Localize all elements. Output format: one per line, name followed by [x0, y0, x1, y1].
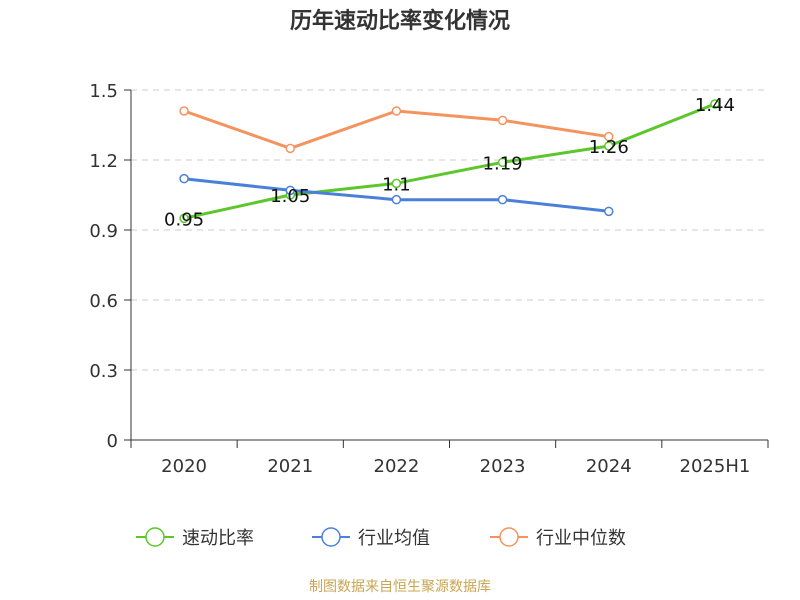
x-tick-label: 2020	[161, 456, 207, 477]
legend-item-0[interactable]: 速动比率	[136, 527, 254, 549]
axes: 0 0.3 0.6 0.9 1.2 1.5 2020 2021 2022 2023 2024 2025…	[89, 81, 769, 477]
y-tick-label: 1.2	[89, 151, 118, 172]
data-point	[391, 194, 402, 205]
legend-item-2[interactable]: 行业中位数	[490, 527, 626, 549]
grid-lines	[131, 89, 768, 371]
y-tick-label: 0	[107, 431, 118, 452]
y-tick-label: 0.9	[89, 221, 118, 242]
legend-label: 行业中位数	[536, 528, 626, 549]
series-line-2	[182, 109, 611, 150]
data-label: 1.19	[483, 153, 523, 174]
legend-marker	[145, 527, 165, 547]
data-label: 0.95	[164, 209, 204, 230]
series-lines	[179, 99, 720, 224]
legend[interactable]: 速动比率 行业均值 行业中位数	[136, 527, 626, 549]
legend-label: 速动比率	[182, 528, 254, 549]
source-note: 制图数据来自恒生聚源数据库	[309, 579, 491, 595]
legend-label: 行业均值	[358, 528, 430, 549]
x-tick-label: 2021	[267, 456, 313, 477]
x-tick-label: 2025H1	[680, 456, 751, 477]
data-point	[604, 141, 614, 151]
x-tick-label: 2024	[586, 456, 632, 477]
y-tick-label: 0.3	[89, 361, 118, 382]
series-line-0	[182, 102, 717, 220]
data-point	[179, 173, 189, 184]
legend-item-1[interactable]: 行业均值	[312, 527, 430, 549]
legend-marker	[499, 527, 519, 547]
y-tick-label: 0.6	[89, 291, 118, 312]
data-labels: 0.95 1.05 1.1 1.19 1.26 1.44	[164, 95, 735, 230]
chart-title: 历年速动比率变化情况	[289, 9, 510, 34]
data-point	[497, 157, 508, 168]
data-point	[179, 213, 189, 224]
data-point	[710, 99, 720, 109]
y-tick-label: 1.5	[89, 81, 118, 102]
x-tick-label: 2022	[374, 456, 420, 477]
x-tick-label: 2023	[480, 456, 526, 477]
data-label: 1.26	[589, 137, 629, 158]
data-point	[497, 194, 508, 205]
data-point	[604, 131, 614, 142]
data-label: 1.1	[382, 174, 411, 195]
data-point	[604, 206, 614, 217]
data-point	[391, 178, 402, 189]
data-point	[179, 106, 189, 116]
data-point	[285, 143, 295, 154]
data-point	[497, 115, 508, 126]
data-label: 1.44	[695, 95, 735, 116]
data-label: 1.05	[270, 186, 310, 207]
data-point	[391, 106, 402, 116]
legend-marker	[321, 527, 341, 547]
data-point	[285, 185, 295, 196]
